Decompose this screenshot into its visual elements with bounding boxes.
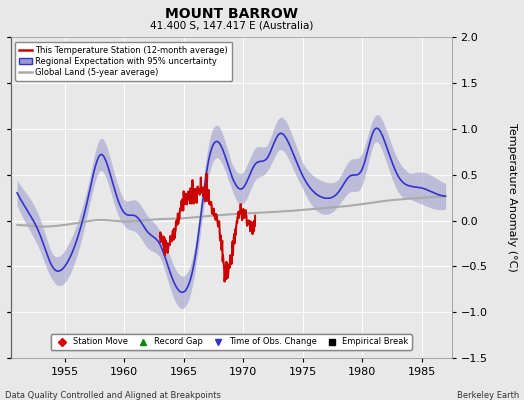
Text: Berkeley Earth: Berkeley Earth — [456, 391, 519, 400]
Text: 41.400 S, 147.417 E (Australia): 41.400 S, 147.417 E (Australia) — [150, 21, 313, 31]
Text: Data Quality Controlled and Aligned at Breakpoints: Data Quality Controlled and Aligned at B… — [5, 391, 221, 400]
Y-axis label: Temperature Anomaly (°C): Temperature Anomaly (°C) — [507, 123, 517, 272]
Title: MOUNT BARROW: MOUNT BARROW — [165, 7, 298, 21]
Legend: This Temperature Station (12-month average), Regional Expectation with 95% uncer: This Temperature Station (12-month avera… — [15, 42, 232, 81]
